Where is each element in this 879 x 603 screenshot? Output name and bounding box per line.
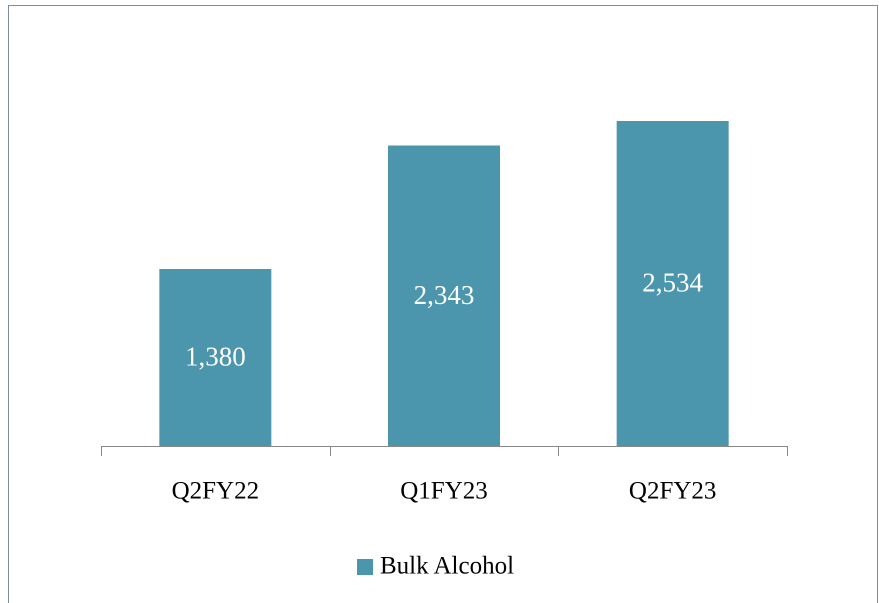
chart-frame: [8, 5, 878, 603]
bar: [159, 269, 272, 446]
bar: [616, 121, 729, 446]
legend-swatch: [357, 559, 373, 575]
x-tick-label: Q2FY23: [629, 478, 717, 505]
bar-value-label: 2,534: [642, 268, 703, 298]
x-tick-label: Q2FY22: [172, 478, 260, 505]
bar-value-label: 1,380: [185, 342, 246, 372]
x-tick-label: Q1FY23: [400, 478, 488, 505]
bar-value-label: 2,343: [414, 280, 475, 310]
bar: [388, 145, 500, 447]
legend-label: Bulk Alcohol: [380, 553, 514, 580]
